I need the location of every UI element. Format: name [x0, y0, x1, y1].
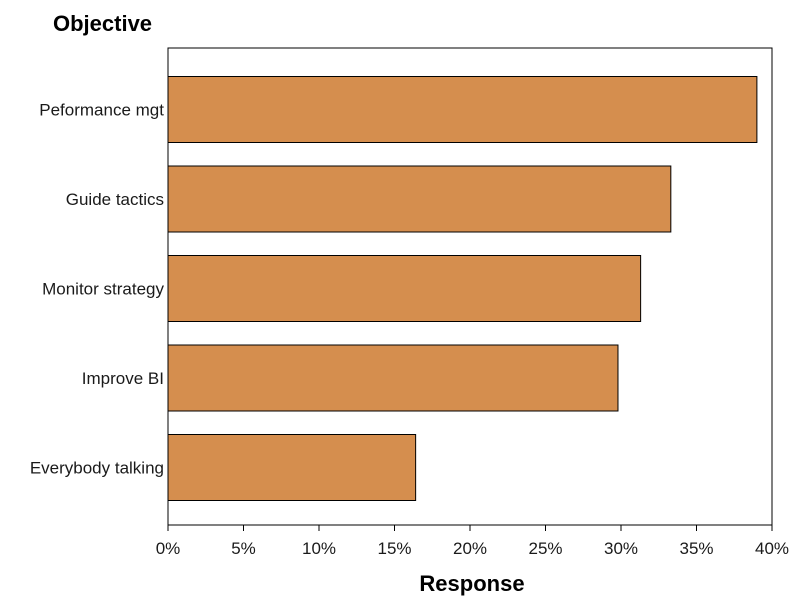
- category-label: Everybody talking: [30, 459, 164, 478]
- x-tick-label: 10%: [302, 539, 336, 558]
- x-tick-label: 20%: [453, 539, 487, 558]
- category-label: Guide tactics: [66, 190, 164, 209]
- x-axis-title: Response: [419, 571, 524, 596]
- chart-title: Objective: [53, 11, 152, 36]
- plot-frame: [167, 47, 773, 526]
- category-label: Monitor strategy: [42, 280, 164, 299]
- category-label: Peformance mgt: [39, 101, 164, 120]
- category-labels: Peformance mgt Guide tactics Monitor strat…: [30, 101, 165, 478]
- bar-everybody-talking: [167, 434, 417, 501]
- bars-layer: [167, 76, 758, 501]
- x-tick-label: 30%: [604, 539, 638, 558]
- x-tick-label: 25%: [528, 539, 562, 558]
- x-tick-label: 15%: [377, 539, 411, 558]
- category-label: Improve BI: [82, 369, 164, 388]
- x-tick-label: 40%: [755, 539, 789, 558]
- bar-improve-bi: [167, 344, 619, 412]
- bar-peformance-mgt: [167, 76, 758, 143]
- x-axis-ticks: 0% 5% 10% 15% 20% 25% 30% 35% 40%: [156, 525, 789, 558]
- x-tick-label: 35%: [679, 539, 713, 558]
- x-tick-label: 0%: [156, 539, 181, 558]
- bar-guide-tactics: [167, 165, 672, 233]
- bar-monitor-strategy: [167, 255, 642, 322]
- x-tick-label: 5%: [231, 539, 256, 558]
